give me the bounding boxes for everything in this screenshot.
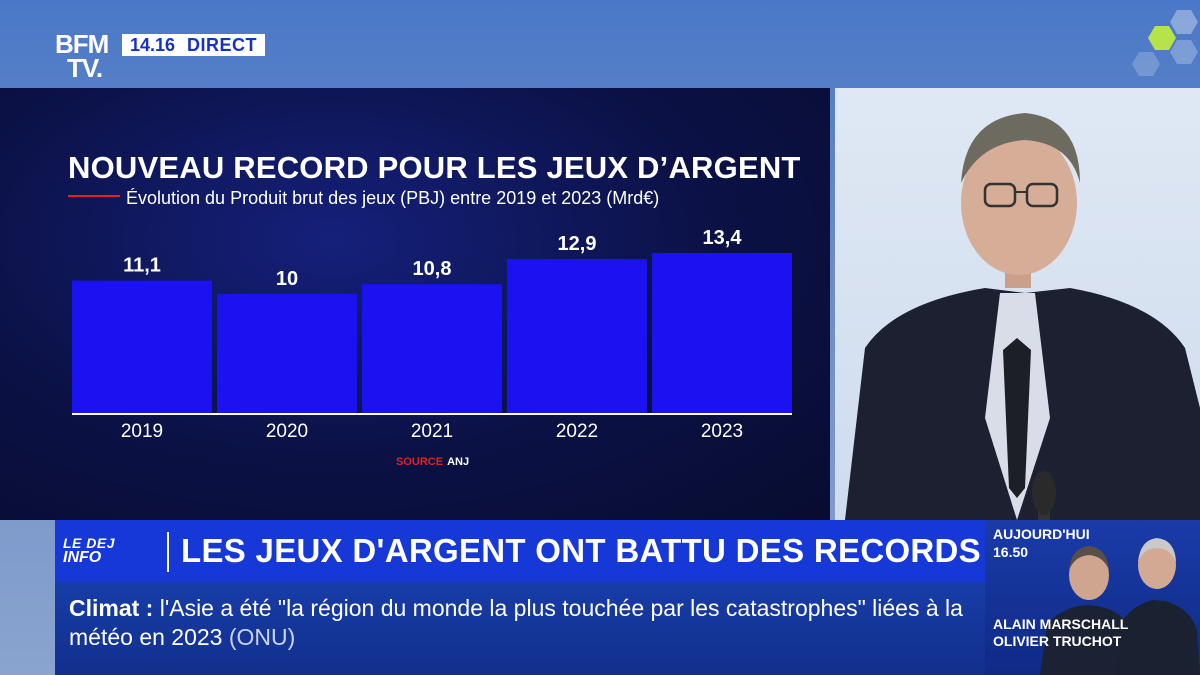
value-label-2019: 11,1 [123, 255, 161, 277]
bar-2022 [507, 259, 647, 414]
promo-presenters: ALAIN MARSCHALL OLIVIER TRUCHOT [993, 616, 1129, 649]
category-label-2021: 2021 [411, 421, 453, 442]
show-logo: LE DEJ INFO [55, 520, 171, 582]
ticker-source: (ONU) [228, 624, 296, 650]
upcoming-show-promo: AUJOURD'HUI 16.50 ALAIN MARSCHALL OLIVIE… [985, 520, 1200, 675]
category-label-2023: 2023 [701, 421, 743, 442]
bar-chart: 11,1 2019 10 2020 10,8 2021 12,9 2022 13,4 2023 [72, 227, 792, 442]
promo-label: AUJOURD'HUI [993, 526, 1090, 542]
promo-time: 16.50 [993, 544, 1029, 560]
headline-text: LES JEUX D'ARGENT ONT BATTU DES RECORDS [181, 532, 981, 569]
ticker-keyword: Climat : [69, 595, 154, 621]
bar-2023 [652, 253, 792, 414]
channel-logo: BFM TV. [55, 29, 109, 83]
chart-source: SOURCE ANJ [396, 456, 470, 468]
value-label-2021: 10,8 [413, 258, 452, 280]
title-accent-line [68, 195, 120, 197]
headline-bar: LE DEJ INFO LES JEUX D'ARGENT ONT BATTU … [55, 520, 985, 582]
presenter-silhouette [845, 113, 1200, 520]
chart-subtitle: Évolution du Produit brut des jeux (PBJ)… [126, 188, 660, 208]
bar-2021 [362, 284, 502, 414]
value-label-2020: 10 [276, 268, 298, 290]
live-time-badge: 14.16 DIRECT [122, 34, 266, 56]
bar-2020 [217, 293, 357, 414]
presenter-video [835, 88, 1200, 520]
bar-2019 [72, 280, 212, 414]
ticker-body: l'Asie a été "la région du monde la plus… [69, 595, 963, 650]
category-label-2020: 2020 [266, 421, 308, 442]
category-label-2019: 2019 [121, 421, 163, 442]
value-label-2023: 13,4 [703, 227, 743, 249]
value-label-2022: 12,9 [558, 233, 597, 255]
chart-panel: NOUVEAU RECORD POUR LES JEUX D’ARGENT Év… [0, 88, 830, 520]
clock-time: 14.16 [130, 34, 176, 55]
chart-title: NOUVEAU RECORD POUR LES JEUX D’ARGENT [68, 150, 801, 185]
news-ticker: Climat : l'Asie a été "la région du mond… [55, 582, 985, 675]
presenters-silhouette [1040, 538, 1200, 675]
headline-divider [167, 532, 169, 572]
live-label: DIRECT [187, 34, 258, 55]
ticker-text: Climat : l'Asie a été "la région du mond… [69, 594, 969, 652]
category-label-2022: 2022 [556, 421, 598, 442]
